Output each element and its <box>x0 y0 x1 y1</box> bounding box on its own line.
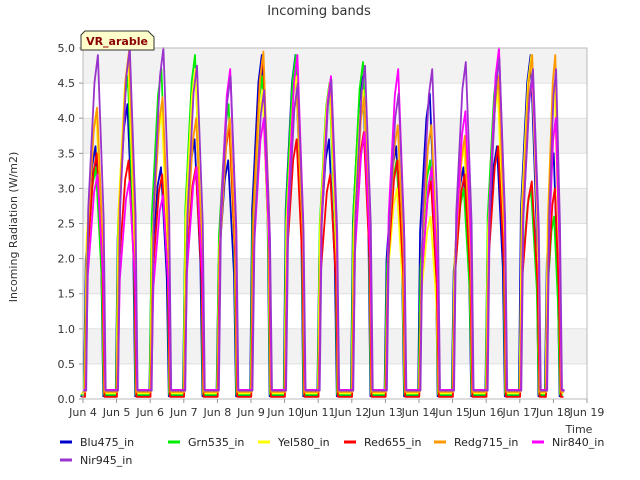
legend-label: Redg715_in <box>454 436 518 449</box>
y-tick-label: 4.5 <box>58 77 76 90</box>
x-tick-label: Jun 15 <box>434 406 470 419</box>
chart-title: Incoming bands <box>267 4 371 19</box>
grid-band <box>83 48 587 84</box>
y-tick-label: 2.5 <box>58 218 76 231</box>
y-tick-label: 1.5 <box>58 288 76 301</box>
y-axis-label: Incoming Radiation (W/m2) <box>7 152 20 303</box>
site-badge-text: VR_arable <box>86 35 148 48</box>
site-badge: VR_arable <box>80 30 155 51</box>
x-tick-label: Jun 13 <box>367 406 403 419</box>
x-tick-label: Jun 19 <box>569 406 605 419</box>
x-tick-label: Jun 11 <box>300 406 336 419</box>
x-tick-label: Jun 5 <box>102 406 131 419</box>
y-tick-label: 5.0 <box>58 42 76 55</box>
x-axis-ticks: Jun 4 Jun 5 Jun 6 Jun 7 Jun 8 Jun 9 Jun 10Jun … <box>68 399 604 419</box>
x-tick-label: Jun 6 <box>135 406 164 419</box>
legend-label: Blu475_in <box>80 436 134 449</box>
series-line-blu475_in <box>80 54 563 398</box>
x-tick-label: Jun 16 <box>468 406 504 419</box>
legend-label: Yel580_in <box>277 436 330 449</box>
grid-band <box>83 83 587 119</box>
x-tick-label: Jun 7 <box>169 406 198 419</box>
x-tick-label: Jun 18 <box>535 406 571 419</box>
y-axis-ticks: 0.0 0.5 1.0 1.5 2.0 2.5 3.0 3.5 4.0 4.5 5.0 <box>58 42 83 406</box>
legend: Blu475_in Grn535_in Yel580_in Red655_in Redg… <box>60 436 604 467</box>
grid-band <box>83 363 587 399</box>
legend-label: Nir840_in <box>552 436 604 449</box>
y-tick-label: 4.0 <box>58 112 76 125</box>
x-tick-label: Jun 8 <box>203 406 232 419</box>
series-line-nir945_in <box>82 47 565 392</box>
x-tick-label: Jun 12 <box>333 406 369 419</box>
x-tick-label: Jun 9 <box>236 406 265 419</box>
x-tick-label: Jun 14 <box>401 406 437 419</box>
site-badge-shape <box>80 30 155 51</box>
legend-label: Red655_in <box>364 436 421 449</box>
series-line-red655_in <box>81 54 564 398</box>
y-tick-label: 2.0 <box>58 253 76 266</box>
y-tick-label: 1.0 <box>58 323 76 336</box>
x-tick-label: Jun 10 <box>266 406 302 419</box>
y-tick-label: 0.5 <box>58 358 76 371</box>
y-tick-label: 0.0 <box>58 393 76 406</box>
x-tick-label: Jun 17 <box>501 406 537 419</box>
x-tick-label: Jun 4 <box>68 406 97 419</box>
x-axis-label: Time <box>565 423 593 436</box>
legend-label: Grn535_in <box>188 436 244 449</box>
y-tick-label: 3.5 <box>58 147 76 160</box>
y-tick-label: 3.0 <box>58 182 76 195</box>
legend-label: Nir945_in <box>80 454 132 467</box>
series-layer <box>80 47 565 398</box>
